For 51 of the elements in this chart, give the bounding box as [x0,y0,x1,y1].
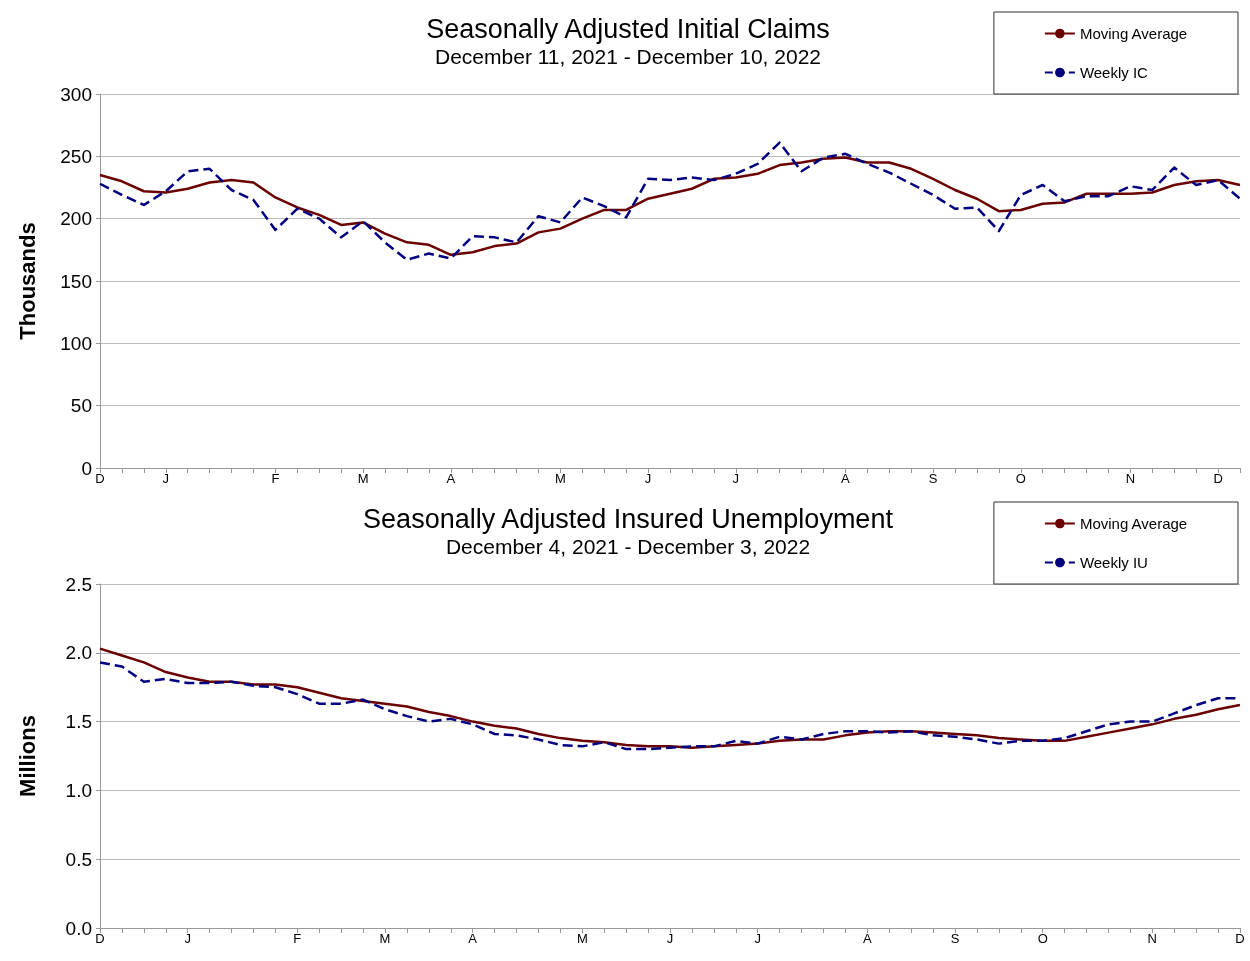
x-tick-label: D [1235,931,1245,946]
y-tick-label: 200 [60,208,92,230]
legend-label: Weekly IU [1079,554,1148,571]
y-tick-label: 0 [81,457,92,479]
x-tick-label: J [184,931,191,946]
line-series [98,141,1242,262]
chart-title: Seasonally Adjusted Initial Claims [426,13,830,44]
x-tick-label: M [554,471,566,486]
x-tick-label: M [576,931,588,946]
y-axis-title: Thousands [14,222,40,340]
line-series [98,156,1242,257]
x-tick-label: S [950,931,960,946]
x-tick-label: O [1037,931,1048,946]
y-tick-label: 250 [60,145,92,167]
y-tick-label: 50 [70,395,92,417]
x-tick-label: J [666,931,674,946]
x-tick-label: S [928,471,938,486]
y-tick-label: 0.0 [65,917,92,939]
y-tick-label: 150 [60,270,92,292]
x-tick-label: D [95,471,105,486]
x-tick-label: O [1015,471,1026,486]
y-axis-title: Millions [14,715,40,797]
x-tick-label: A [468,931,478,946]
y-tick-label: 1.5 [65,711,92,733]
chart-subtitle: December 4, 2021 - December 3, 2022 [445,535,811,558]
y-tick-label: 300 [60,83,92,105]
x-tick-label: N [1125,471,1136,486]
x-tick-label: F [271,471,280,486]
x-tick-label: M [379,931,391,946]
x-tick-label: N [1147,931,1157,946]
y-tick-label: 2.0 [65,642,92,664]
x-tick-label: J [732,471,740,486]
legend-label: Moving Average [1079,25,1188,42]
y-tick-label: 1.0 [65,779,92,801]
chart-title: Seasonally Adjusted Insured Unemployment [363,503,894,534]
x-tick-label: J [754,931,761,946]
y-tick-label: 100 [60,332,92,354]
x-tick-label: F [293,931,302,946]
x-tick-label: M [357,471,369,486]
legend-label: Moving Average [1079,515,1188,532]
x-tick-label: J [644,471,652,486]
y-tick-label: 2.5 [65,573,92,595]
x-tick-label: D [1213,471,1223,486]
x-tick-label: A [862,931,872,946]
y-tick-label: 0.5 [65,848,92,870]
x-tick-label: D [95,931,105,946]
x-tick-label: A [841,471,851,486]
legend-label: Weekly IC [1079,64,1149,81]
x-tick-label: A [446,471,456,486]
chart-subtitle: December 11, 2021 - December 10, 2022 [435,45,821,68]
x-tick-label: J [162,471,170,486]
